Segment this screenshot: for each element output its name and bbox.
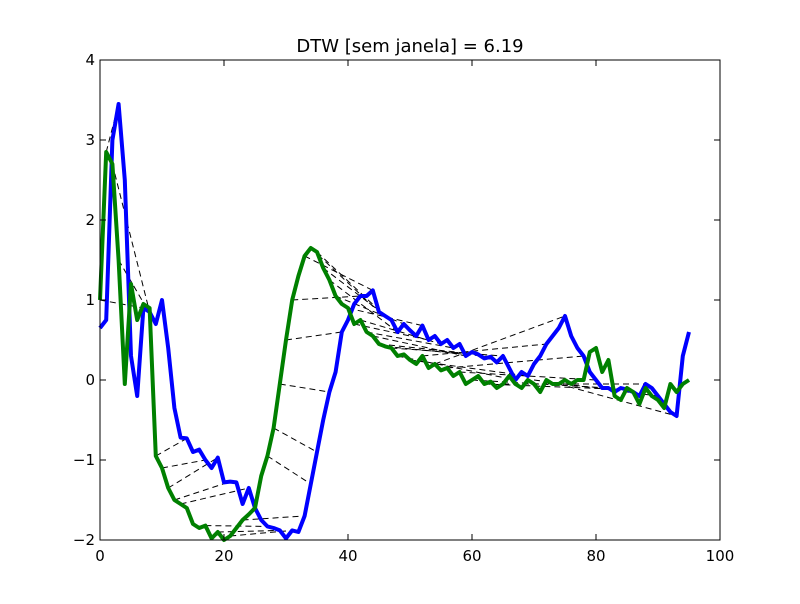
x-tick-label-60: 60 [462,547,481,565]
warping-link-19 [310,247,380,313]
x-tick-label-40: 40 [338,547,357,565]
warping-link-18 [304,255,374,291]
x-tick-label-80: 80 [586,547,605,565]
y-tick-label--1: −1 [73,451,95,469]
y-tick-label-2: 2 [85,211,95,229]
warping-link-36 [447,355,584,369]
y-tick-label-4: 4 [85,51,95,69]
warping-link-17 [292,295,361,301]
x-tick-label-20: 20 [214,547,233,565]
x-tick-label-100: 100 [706,547,735,565]
plot-frame [99,59,721,541]
warping-link-22 [329,279,398,333]
warping-links [99,103,677,537]
warping-link-35 [434,315,566,365]
x-tick-label-0: 0 [95,547,105,565]
warping-link-10 [217,529,280,533]
warping-link-14 [273,427,318,453]
warping-link-39 [484,383,628,391]
plot-area [100,60,720,540]
series-line-2 [98,150,691,542]
axis-ticks: 0 20 40 60 80 100 −2 −1 0 1 2 3 4 [73,51,734,565]
warping-link-28 [372,335,466,357]
warping-link-20 [316,251,386,317]
series-line-1 [98,102,691,541]
warping-link-24 [347,307,423,327]
y-tick-label-1: 1 [85,291,95,309]
warping-link-2 [111,163,151,313]
warping-link-8 [180,487,249,505]
series-lines [98,102,691,542]
y-tick-label-0: 0 [85,371,95,389]
warping-link-27 [366,331,454,349]
warping-link-31 [391,347,504,357]
warping-link-12 [242,515,305,521]
y-tick-label-3: 3 [85,131,95,149]
warping-link-34 [422,343,547,357]
warping-link-5 [161,459,206,469]
warping-link-15 [279,383,330,393]
y-tick-label--2: −2 [73,531,95,549]
chart-title: DTW [sem janela] = 6.19 [296,36,523,57]
warping-link-30 [385,345,491,358]
warping-link-13 [267,455,312,485]
warping-link-4 [155,437,188,457]
warping-link-37 [459,371,597,381]
